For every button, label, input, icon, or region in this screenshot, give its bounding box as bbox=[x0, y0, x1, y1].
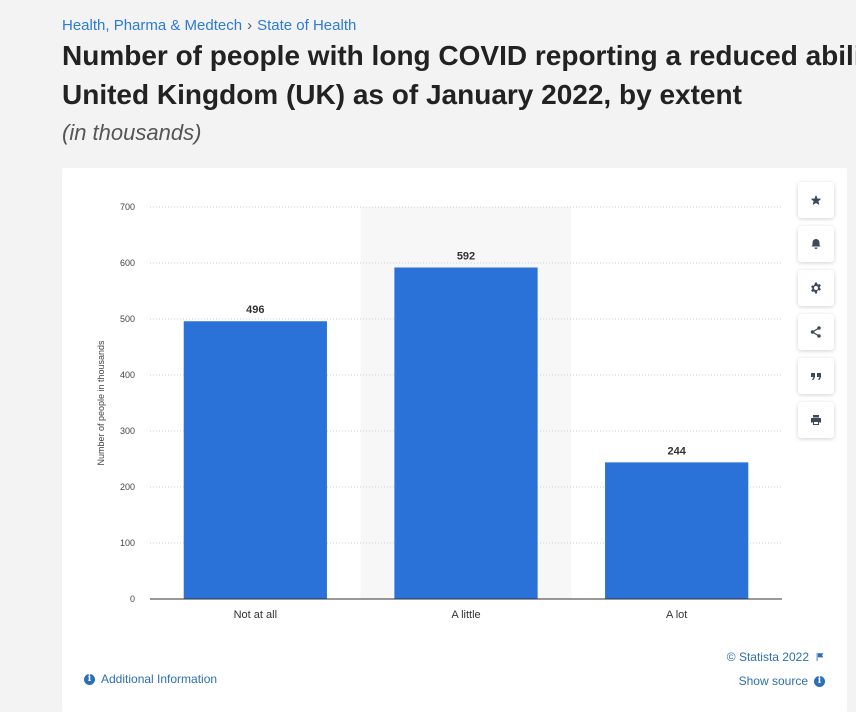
page-title: Number of people with long COVID reporti… bbox=[62, 36, 856, 114]
share-button[interactable] bbox=[798, 314, 834, 350]
y-tick-label: 600 bbox=[120, 258, 135, 268]
chart-toolbar bbox=[798, 182, 834, 446]
page-subtitle: (in thousands) bbox=[62, 120, 202, 145]
x-tick-label: A lot bbox=[666, 609, 687, 621]
breadcrumb-separator: › bbox=[247, 17, 253, 34]
chart-card: 0 100 200 300 400 500 600 700 Number of people i… bbox=[62, 168, 847, 712]
quote-icon bbox=[811, 373, 821, 380]
bar-chart: 0 100 200 300 400 500 600 700 Number of people i… bbox=[96, 202, 782, 621]
favorite-button[interactable] bbox=[798, 182, 834, 218]
x-tick-label: A little bbox=[451, 609, 480, 621]
bar-a-little bbox=[394, 267, 538, 599]
y-tick-label: 700 bbox=[120, 202, 135, 212]
y-tick-label: 100 bbox=[120, 538, 135, 548]
show-source-label: Show source bbox=[738, 674, 808, 688]
flag-icon[interactable] bbox=[815, 652, 825, 662]
copyright-text: © Statista 2022 bbox=[726, 650, 809, 664]
y-tick-label: 400 bbox=[120, 370, 135, 380]
y-tick-label: 500 bbox=[120, 314, 135, 324]
info-icon: i bbox=[814, 675, 825, 687]
gear-icon bbox=[811, 282, 821, 294]
bar-a-lot bbox=[605, 462, 749, 599]
additional-information-link[interactable]: i Additional Information bbox=[84, 672, 217, 686]
page-title-line-1: Number of people with long COVID reporti… bbox=[62, 40, 856, 71]
settings-button[interactable] bbox=[798, 270, 834, 306]
breadcrumb: Health, Pharma & Medtech › State of Health bbox=[62, 17, 356, 34]
data-label: 592 bbox=[457, 250, 475, 262]
share-icon bbox=[810, 326, 821, 338]
info-icon: i bbox=[84, 673, 95, 685]
copyright-notice: © Statista 2022 bbox=[727, 650, 825, 664]
show-source-link[interactable]: Show source i bbox=[739, 674, 825, 688]
page-title-line-2: United Kingdom (UK) as of January 2022, … bbox=[62, 79, 742, 110]
breadcrumb-link-state-of-health[interactable]: State of Health bbox=[257, 17, 357, 34]
bar-not-at-all bbox=[183, 321, 327, 599]
print-button[interactable] bbox=[798, 402, 834, 438]
data-label: 496 bbox=[246, 304, 264, 316]
print-icon bbox=[811, 415, 821, 425]
y-tick-label: 200 bbox=[120, 482, 135, 492]
breadcrumb-link-health[interactable]: Health, Pharma & Medtech bbox=[62, 17, 243, 34]
cite-button[interactable] bbox=[798, 358, 834, 394]
y-tick-label: 0 bbox=[130, 594, 135, 604]
x-tick-label: Not at all bbox=[234, 609, 277, 621]
y-tick-label: 300 bbox=[120, 426, 135, 436]
notification-button[interactable] bbox=[798, 226, 834, 262]
data-label: 244 bbox=[667, 445, 686, 457]
additional-information-label: Additional Information bbox=[101, 672, 218, 686]
bell-icon bbox=[811, 239, 821, 249]
y-axis-title: Number of people in thousands bbox=[96, 340, 106, 466]
star-icon bbox=[810, 195, 822, 205]
